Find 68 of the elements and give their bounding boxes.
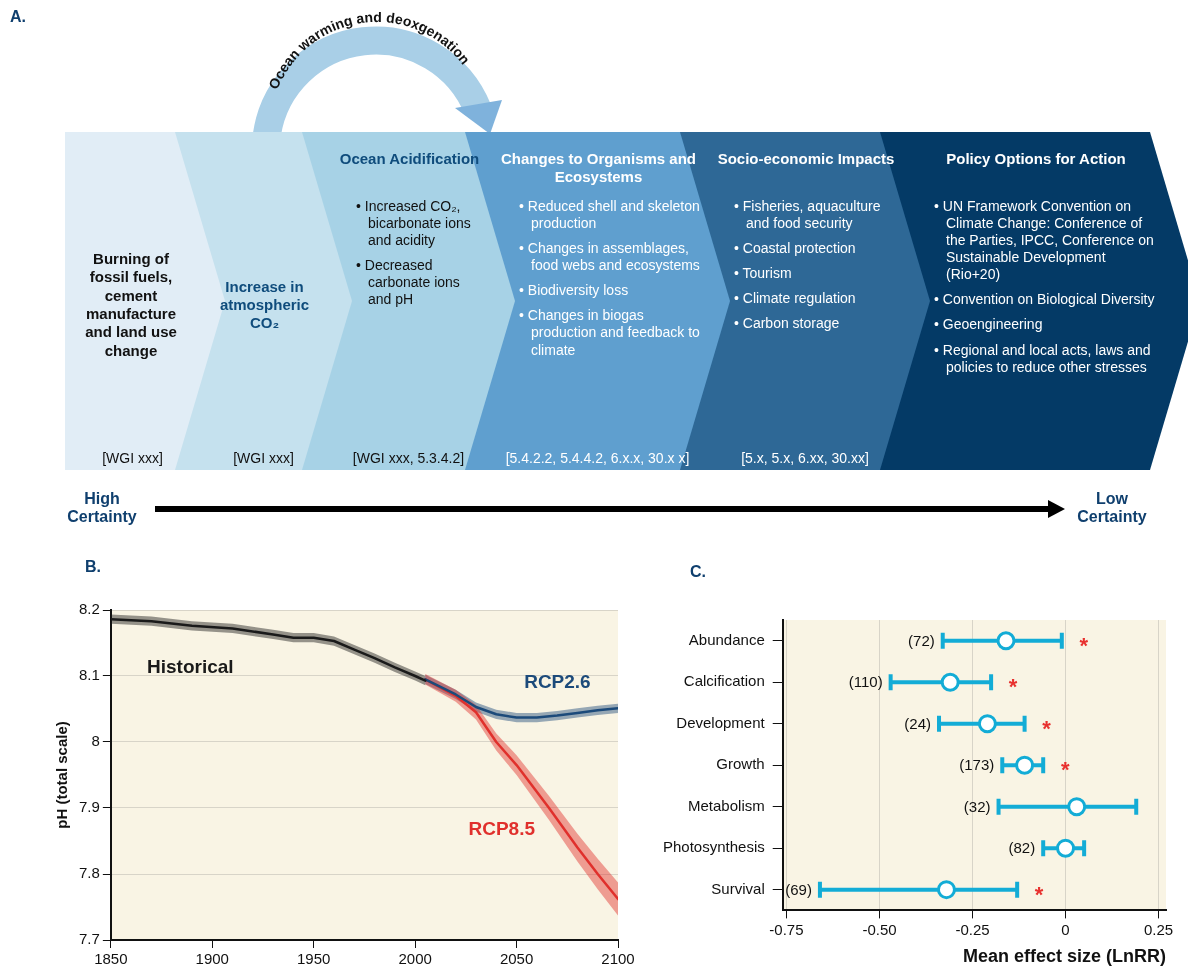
annotation: * bbox=[1034, 881, 1044, 907]
y-tick-label: Metabolism bbox=[688, 796, 765, 814]
annotation: (32) bbox=[963, 797, 991, 815]
y-axis-title: pH (total scale) bbox=[53, 721, 71, 829]
y-tick-label: 8.2 bbox=[78, 600, 100, 618]
text: • Fisheries, aquaculture and food security • Coastal protection • Tourism • Climate regulation • Carbon storage bbox=[734, 198, 882, 333]
x-tick-label: 2050 bbox=[499, 950, 534, 968]
y-tick-label: Development bbox=[676, 713, 766, 731]
text: [WGI xxx] bbox=[101, 450, 164, 468]
annotation: * bbox=[1008, 674, 1018, 700]
annotation: * bbox=[1042, 715, 1052, 741]
x-tick-label: -0.50 bbox=[862, 920, 897, 938]
x-tick-label: 1850 bbox=[94, 950, 128, 968]
x-tick-label: 2100 bbox=[601, 950, 635, 968]
x-tick-label: -0.25 bbox=[955, 920, 990, 938]
x-tick-label: 2000 bbox=[398, 950, 432, 968]
point bbox=[1015, 755, 1035, 775]
x-tick-label: 1950 bbox=[297, 950, 331, 968]
point bbox=[1067, 797, 1087, 817]
text: Increase in atmospheric CO₂ bbox=[218, 277, 311, 333]
text: • Reduced shell and skeleton production • Changes in assemblages, food webs and ecosystems • Biodiversity loss • Changes in biogas production and feedback to climate bbox=[519, 198, 700, 359]
y-tick-label: 7.8 bbox=[78, 864, 100, 882]
text: [WGI xxx, 5.3.4.2] bbox=[351, 450, 466, 468]
annotation: * bbox=[1060, 757, 1070, 783]
point bbox=[936, 880, 956, 900]
x-axis-title: Mean effect size (LnRR) bbox=[962, 946, 1166, 967]
x-tick-label: 1900 bbox=[195, 950, 229, 968]
y-tick-label: Abundance bbox=[688, 630, 765, 648]
y-tick-label: Survival bbox=[711, 879, 765, 897]
series-label: RCP8.5 bbox=[468, 818, 536, 840]
category-label: Ocean Acidification bbox=[338, 150, 481, 169]
annotation: (110) bbox=[848, 673, 883, 691]
category-label: Socio-economic Impacts bbox=[716, 150, 896, 169]
y-tick-label: Photosynthesis bbox=[662, 838, 765, 856]
y-tick-label: 8.1 bbox=[78, 666, 100, 684]
text: Burning of fossil fuels, cement manufacture and land use change bbox=[84, 250, 178, 360]
point bbox=[1056, 838, 1076, 858]
x-tick-label: -0.75 bbox=[769, 920, 804, 938]
point bbox=[940, 672, 960, 692]
y-tick-label: Growth bbox=[716, 755, 765, 773]
text: A. bbox=[10, 8, 26, 26]
x-tick-label: 0.25 bbox=[1143, 920, 1174, 938]
text: Low Certainty bbox=[1076, 490, 1148, 526]
y-tick-label: 8 bbox=[91, 732, 100, 750]
point bbox=[977, 714, 997, 734]
series-label: Historical bbox=[147, 656, 234, 678]
text: [5.x, 5.x, 6.xx, 30.xx] bbox=[740, 450, 870, 468]
y-tick-label: 7.9 bbox=[78, 798, 100, 816]
x-tick-label: 0 bbox=[1061, 920, 1070, 938]
annotation: (69) bbox=[785, 880, 812, 898]
chart-title: B. bbox=[85, 558, 101, 576]
y-tick-label: 7.7 bbox=[78, 930, 100, 948]
point bbox=[996, 631, 1016, 651]
text: [5.4.2.2, 5.4.4.2, 6.x.x, 30.x x] bbox=[504, 450, 691, 468]
annotation: * bbox=[1079, 632, 1089, 658]
text: High Certainty bbox=[66, 490, 138, 526]
text: [WGI xxx] bbox=[232, 450, 295, 468]
text: • Increased CO₂, bicarbonate ions and acidity • Decreased carbonate ions and pH bbox=[356, 198, 472, 309]
category-label: Changes to Organisms and Ecosystems bbox=[499, 150, 697, 187]
y-tick-label: Calcification bbox=[683, 672, 765, 690]
text: • UN Framework Convention on Climate Change: Conference of the Parties, IPCC, Conference on Sustainable Development (Rio+20) • Convention on Biological Diversity • Geoengineering • Regional and local acts, laws and policies to reduce other stresses bbox=[934, 198, 1155, 375]
annotation: (24) bbox=[904, 714, 932, 732]
chart-title: C. bbox=[690, 563, 706, 581]
annotation: (82) bbox=[1008, 839, 1036, 857]
series-label: RCP2.6 bbox=[524, 671, 591, 693]
annotation: (72) bbox=[908, 631, 935, 649]
annotation: (173) bbox=[959, 756, 995, 774]
category-label: Policy Options for Action bbox=[945, 150, 1127, 169]
